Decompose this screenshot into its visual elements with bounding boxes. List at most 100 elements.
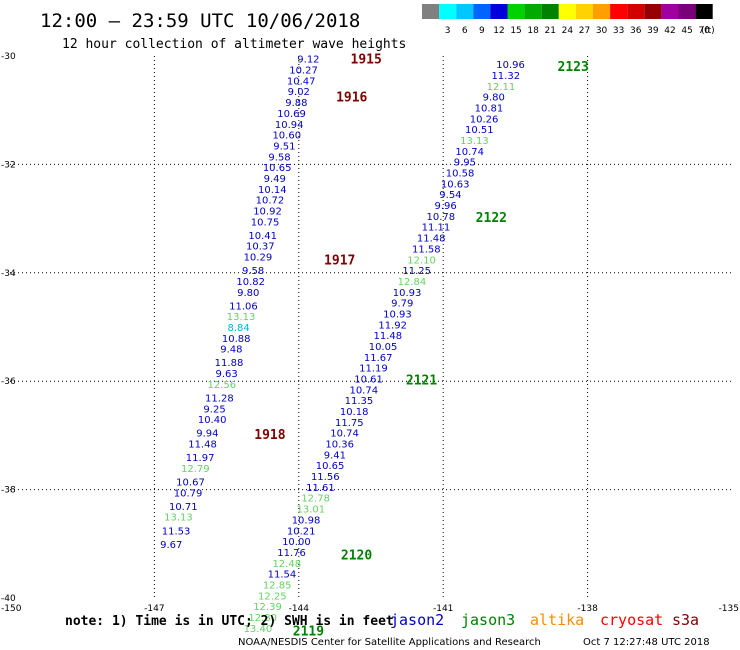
- wave-height-value: 11.48: [374, 331, 403, 342]
- wave-height-value: 9.41: [324, 450, 346, 461]
- wave-height-value: 9.51: [273, 141, 295, 152]
- wave-height-value: 10.26: [470, 114, 499, 125]
- wave-height-values: 9.1210.2710.479.029.8810.6910.9410.609.5…: [160, 55, 525, 635]
- wave-height-value: 13.01: [297, 505, 326, 516]
- map-axes: -30 -32 -34 -36 -38 -40-150 -147 -144 -141 -138 -1…: [1, 52, 739, 614]
- wave-height-value: 13.13: [164, 513, 193, 524]
- wave-height-value: 11.75: [335, 418, 364, 429]
- y-tick-label: -38: [1, 486, 16, 496]
- satellite-name: cryosat: [600, 611, 663, 629]
- wave-height-value: 10.72: [256, 196, 285, 207]
- wave-height-value: 12.10: [407, 255, 436, 266]
- pass-number-label: 2123: [558, 60, 589, 75]
- wave-height-value: 10.82: [236, 277, 265, 288]
- wave-height-value: 10.78: [426, 212, 455, 223]
- wave-height-value: 10.74: [455, 147, 484, 158]
- wave-height-value: 11.48: [188, 440, 217, 451]
- pass-number-label: 2119: [293, 625, 324, 640]
- y-tick-label: -40: [1, 594, 16, 604]
- satellite-name: altika: [530, 611, 584, 629]
- wave-height-value: 10.18: [340, 407, 369, 418]
- wave-height-value: 10.67: [176, 477, 205, 488]
- map-grid: [10, 56, 732, 598]
- wave-height-value: 10.27: [289, 66, 318, 77]
- x-tick-label: -144: [289, 604, 310, 614]
- wave-height-value: 10.74: [330, 429, 359, 440]
- satellite-name: jason3: [461, 611, 515, 629]
- wave-height-value: 12.80: [248, 613, 277, 624]
- wave-height-value: 12.56: [207, 380, 236, 391]
- wave-height-value: 11.19: [359, 364, 388, 375]
- legend-swatch: [695, 4, 713, 19]
- wave-height-value: 10.21: [287, 526, 316, 537]
- timestamp: Oct 7 12:27:48 UTC 2018: [583, 637, 710, 648]
- wave-height-value: 10.51: [465, 125, 494, 136]
- wave-height-value: 12.85: [263, 580, 292, 591]
- wave-height-value: 10.75: [251, 217, 280, 228]
- wave-height-value: 10.61: [354, 374, 383, 385]
- legend-unit: (ft): [701, 26, 715, 36]
- legend-tick-label: 33: [613, 26, 624, 36]
- wave-height-value: 12.84: [398, 277, 427, 288]
- wave-height-value: 10.92: [253, 206, 282, 217]
- wave-height-value: 11.67: [364, 353, 393, 364]
- wave-height-value: 13.40: [244, 624, 273, 635]
- legend-tick-label: 39: [647, 26, 659, 36]
- satellite-legend: jason2 jason3 altika cryosat s3a: [390, 611, 699, 629]
- pass-number-label: 2120: [341, 549, 372, 564]
- legend-swatch: [558, 4, 576, 19]
- wave-height-value: 12.48: [272, 559, 301, 570]
- pass-number-label: 2121: [406, 374, 437, 389]
- wave-height-value: 10.58: [446, 169, 475, 180]
- wave-height-value: 13.13: [460, 136, 489, 147]
- wave-height-value: 9.25: [203, 404, 225, 415]
- pass-number-label: 1917: [324, 253, 355, 268]
- wave-height-value: 10.37: [246, 242, 275, 253]
- wave-height-value: 10.81: [475, 103, 504, 114]
- y-tick-label: -36: [1, 377, 16, 387]
- footnote: note: 1) Time is in UTC; 2) SWH is in fe…: [65, 614, 394, 629]
- legend-swatch: [524, 4, 542, 19]
- wave-height-value: 9.88: [285, 98, 307, 109]
- legend-swatch: [456, 4, 474, 19]
- wave-height-value: 9.49: [264, 174, 286, 185]
- wave-height-value: 11.11: [422, 223, 451, 234]
- wave-height-value: 10.41: [248, 231, 277, 242]
- legend-swatch: [575, 4, 593, 19]
- wave-height-value: 11.28: [205, 393, 234, 404]
- wave-height-value: 10.79: [174, 488, 203, 499]
- legend-tick-label: 24: [562, 26, 574, 36]
- wave-height-value: 9.58: [268, 152, 290, 163]
- wave-height-value: 10.74: [349, 385, 378, 396]
- wave-height-value: 11.88: [215, 358, 244, 369]
- x-tick-label: -138: [577, 604, 598, 614]
- legend-swatch: [541, 4, 559, 19]
- wave-height-value: 9.96: [434, 201, 456, 212]
- legend-swatch: [507, 4, 525, 19]
- wave-height-value: 11.25: [402, 266, 431, 277]
- wave-height-value: 10.40: [198, 415, 227, 426]
- wave-height-value: 11.58: [412, 244, 441, 255]
- legend-tick-label: 9: [479, 26, 485, 36]
- legend-tick-label: 27: [579, 26, 590, 36]
- wave-height-value: 9.02: [288, 87, 310, 98]
- pass-labels: 1915 1916 1917 1918 2123 2122 2121 2120 2119: [254, 53, 589, 640]
- wave-height-value: 11.61: [306, 483, 335, 494]
- wave-height-value: 9.58: [242, 266, 264, 277]
- wave-height-value: 10.29: [244, 253, 273, 264]
- wave-height-value: 9.48: [220, 345, 242, 356]
- wave-height-value: 11.92: [378, 320, 407, 331]
- wave-height-value: 9.95: [454, 158, 476, 169]
- wave-height-value: 12.78: [301, 494, 330, 505]
- wave-height-value: 10.71: [169, 502, 198, 513]
- pass-number-label: 2122: [476, 211, 507, 226]
- legend-swatch: [593, 4, 611, 19]
- wave-height-value: 10.65: [316, 461, 345, 472]
- color-legend: 3 6 9 12 15 18 21 24 27 30 33 36 39 42 45 70(ft): [422, 4, 715, 36]
- legend-tick-label: 21: [545, 26, 556, 36]
- y-tick-label: -30: [1, 52, 16, 62]
- wave-height-value: 10.05: [369, 342, 398, 353]
- wave-height-value: 11.97: [186, 453, 215, 464]
- satellite-name: s3a: [672, 611, 699, 629]
